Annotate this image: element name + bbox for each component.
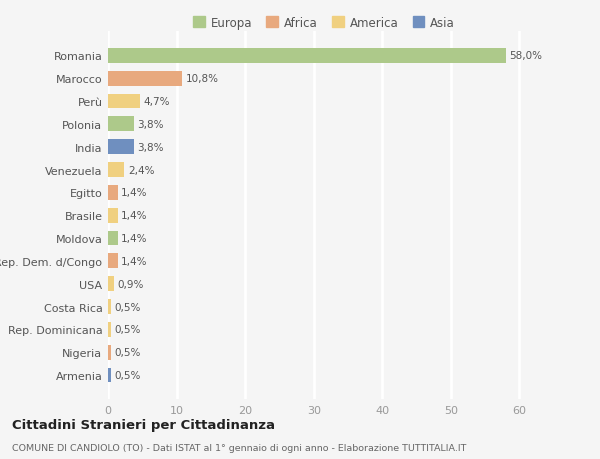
Text: 3,8%: 3,8% — [137, 120, 164, 129]
Text: 1,4%: 1,4% — [121, 211, 148, 221]
Text: 0,5%: 0,5% — [115, 302, 141, 312]
Text: 10,8%: 10,8% — [185, 74, 218, 84]
Bar — [108, 345, 112, 360]
Text: 2,4%: 2,4% — [128, 165, 154, 175]
Bar — [108, 163, 124, 178]
Text: 0,5%: 0,5% — [115, 325, 141, 335]
Text: 0,9%: 0,9% — [118, 279, 144, 289]
Text: 1,4%: 1,4% — [121, 188, 148, 198]
Text: 3,8%: 3,8% — [137, 142, 164, 152]
Text: 4,7%: 4,7% — [143, 97, 170, 107]
Bar — [108, 95, 140, 109]
Bar — [108, 322, 112, 337]
Legend: Europa, Africa, America, Asia: Europa, Africa, America, Asia — [191, 14, 457, 32]
Bar — [108, 254, 118, 269]
Text: 58,0%: 58,0% — [509, 51, 542, 61]
Text: 0,5%: 0,5% — [115, 347, 141, 358]
Bar — [108, 140, 134, 155]
Bar — [108, 208, 118, 223]
Bar — [108, 49, 506, 64]
Bar — [108, 299, 112, 314]
Bar — [108, 231, 118, 246]
Bar — [108, 368, 112, 383]
Text: 0,5%: 0,5% — [115, 370, 141, 380]
Text: 1,4%: 1,4% — [121, 234, 148, 244]
Text: 1,4%: 1,4% — [121, 256, 148, 266]
Bar — [108, 72, 182, 86]
Bar — [108, 185, 118, 200]
Text: Cittadini Stranieri per Cittadinanza: Cittadini Stranieri per Cittadinanza — [12, 418, 275, 431]
Bar — [108, 277, 114, 291]
Bar — [108, 117, 134, 132]
Text: COMUNE DI CANDIOLO (TO) - Dati ISTAT al 1° gennaio di ogni anno - Elaborazione T: COMUNE DI CANDIOLO (TO) - Dati ISTAT al … — [12, 443, 466, 452]
